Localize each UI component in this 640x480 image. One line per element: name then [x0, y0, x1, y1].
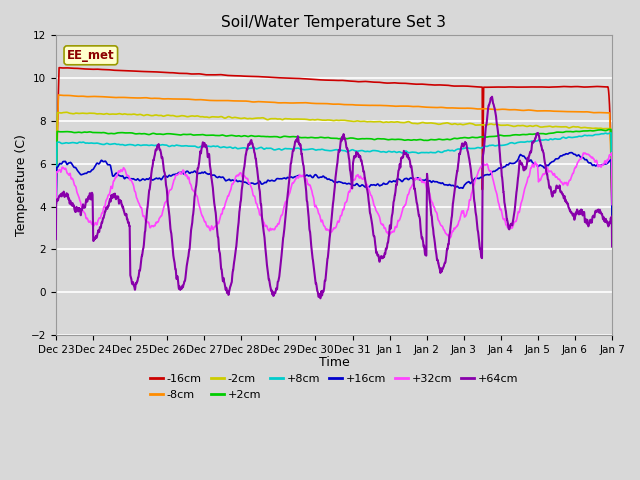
- -8cm: [54, 92, 62, 98]
- Line: +32cm: +32cm: [56, 153, 612, 239]
- +8cm: [607, 130, 615, 136]
- +8cm: [314, 147, 321, 153]
- Y-axis label: Temperature (C): Temperature (C): [15, 134, 28, 236]
- -2cm: [607, 171, 615, 177]
- +2cm: [152, 131, 159, 137]
- +2cm: [490, 133, 498, 139]
- +2cm: [428, 137, 436, 143]
- Line: +2cm: +2cm: [56, 129, 612, 212]
- +16cm: [568, 150, 575, 156]
- -16cm: [52, 177, 60, 182]
- -8cm: [608, 195, 616, 201]
- -2cm: [314, 117, 321, 122]
- -2cm: [152, 112, 160, 118]
- -2cm: [490, 122, 498, 128]
- -8cm: [152, 96, 160, 101]
- -16cm: [314, 77, 321, 83]
- -8cm: [459, 106, 467, 111]
- +32cm: [52, 230, 60, 236]
- Line: +64cm: +64cm: [56, 97, 612, 299]
- +8cm: [490, 143, 498, 148]
- -16cm: [607, 177, 615, 183]
- -16cm: [608, 218, 616, 224]
- +16cm: [314, 173, 321, 179]
- +32cm: [445, 236, 453, 241]
- +32cm: [607, 150, 615, 156]
- -16cm: [428, 82, 436, 88]
- -2cm: [459, 122, 467, 128]
- +16cm: [459, 185, 467, 191]
- +32cm: [428, 199, 436, 205]
- -8cm: [428, 105, 436, 110]
- +64cm: [428, 215, 436, 221]
- Title: Soil/Water Temperature Set 3: Soil/Water Temperature Set 3: [221, 15, 447, 30]
- -8cm: [490, 107, 498, 112]
- -8cm: [607, 173, 615, 179]
- +16cm: [607, 175, 615, 180]
- +64cm: [152, 147, 159, 153]
- -2cm: [608, 204, 616, 210]
- -2cm: [428, 120, 436, 126]
- Line: -8cm: -8cm: [56, 95, 612, 198]
- +16cm: [490, 168, 498, 174]
- +32cm: [608, 202, 616, 207]
- +16cm: [428, 180, 436, 185]
- +16cm: [52, 223, 60, 228]
- +64cm: [52, 236, 60, 242]
- +32cm: [314, 205, 321, 211]
- Text: EE_met: EE_met: [67, 49, 115, 62]
- +32cm: [459, 210, 467, 216]
- +2cm: [607, 156, 615, 162]
- +64cm: [459, 142, 467, 147]
- +64cm: [488, 94, 496, 100]
- Line: +16cm: +16cm: [56, 153, 612, 226]
- +8cm: [608, 189, 616, 195]
- +16cm: [608, 219, 616, 225]
- +16cm: [152, 175, 159, 181]
- +32cm: [608, 150, 616, 156]
- Line: -16cm: -16cm: [56, 68, 612, 221]
- +64cm: [490, 105, 498, 110]
- +64cm: [608, 214, 616, 220]
- +64cm: [608, 244, 616, 250]
- -2cm: [52, 196, 60, 202]
- -16cm: [55, 65, 63, 71]
- +8cm: [459, 146, 467, 152]
- X-axis label: Time: Time: [319, 356, 349, 369]
- +8cm: [52, 215, 60, 220]
- +2cm: [607, 126, 614, 132]
- +2cm: [52, 209, 60, 215]
- +2cm: [314, 135, 321, 141]
- +32cm: [152, 220, 159, 226]
- +2cm: [459, 135, 467, 141]
- -8cm: [314, 101, 321, 107]
- +32cm: [490, 181, 498, 187]
- Line: +8cm: +8cm: [56, 133, 612, 217]
- -16cm: [459, 83, 467, 89]
- +2cm: [608, 193, 616, 199]
- Legend: -16cm, -8cm, -2cm, +2cm, +8cm, +16cm, +32cm, +64cm: -16cm, -8cm, -2cm, +2cm, +8cm, +16cm, +3…: [146, 370, 522, 404]
- +8cm: [428, 150, 436, 156]
- -16cm: [152, 69, 160, 75]
- -2cm: [63, 109, 70, 115]
- -8cm: [52, 191, 60, 196]
- -16cm: [490, 84, 498, 90]
- Line: -2cm: -2cm: [56, 112, 612, 207]
- +8cm: [607, 152, 615, 158]
- +64cm: [314, 288, 321, 293]
- +8cm: [152, 143, 159, 148]
- +64cm: [317, 296, 324, 301]
